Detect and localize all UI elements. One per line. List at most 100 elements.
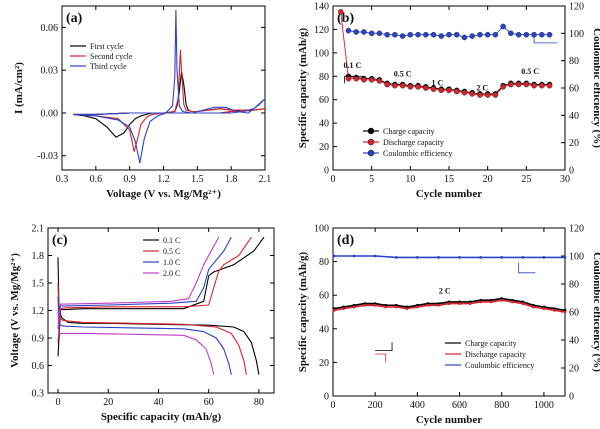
data-point: [415, 31, 421, 38]
y-axis-label: Specific capacity (mAh/g): [297, 251, 309, 372]
data-point: [479, 300, 483, 304]
data-point: [539, 31, 545, 38]
y-right-tick-label: 100: [569, 29, 584, 40]
y-tick-label: 80: [319, 72, 329, 83]
legend-marker: [367, 138, 375, 146]
data-point: [515, 31, 522, 38]
y-tick-label: 0.06: [41, 23, 59, 34]
data-point: [342, 307, 345, 311]
panel-b: 0 5 10 15 20 25 300204060801001201400204060801…: [297, 2, 600, 201]
panel-label: (a): [66, 11, 83, 26]
data-point: [508, 81, 514, 88]
x-axis-label: Specific capacity (mAh/g): [101, 411, 222, 423]
y-axis-label: I (mA/cm²): [13, 62, 25, 114]
y-tick-label: 40: [319, 324, 329, 335]
x-axis-label: Voltage (V vs. Mg/Mg²⁺): [106, 188, 221, 200]
x-tick-label: 800: [494, 400, 509, 411]
data-point: [422, 85, 429, 91]
data-point: [361, 29, 367, 35]
x-tick-label: 25: [521, 174, 531, 185]
data-point: [415, 305, 419, 309]
right-axis-arrow: [518, 263, 536, 274]
x-tick-label: 0: [56, 397, 61, 408]
data-point: [446, 87, 452, 94]
data-point: [363, 303, 367, 307]
y-right-tick-label: 20: [569, 138, 579, 149]
charge-curve-3: [57, 236, 220, 325]
x-tick-label: 1.8: [225, 174, 238, 185]
y-axis-label: Specific capacity (mAh/g): [297, 27, 309, 148]
x-tick-label: 200: [368, 400, 383, 411]
x-tick-label: 30: [560, 174, 570, 185]
data-point: [484, 31, 491, 38]
y-right-tick-label: 0: [569, 166, 574, 177]
data-point: [461, 89, 468, 96]
y-right-tick-label: 120: [569, 2, 584, 13]
data-point: [415, 256, 419, 259]
y-right-tick-label: 20: [569, 364, 579, 375]
data-point: [492, 31, 499, 38]
data-point: [405, 307, 409, 311]
data-point: [515, 81, 522, 88]
data-point: [469, 33, 476, 39]
legend-label: Charge capacity: [383, 127, 435, 136]
data-point: [479, 256, 483, 259]
y-right-tick-label: 60: [569, 84, 579, 95]
data-point: [469, 91, 476, 97]
data-point: [510, 300, 514, 304]
y-tick-label: 20: [319, 358, 329, 369]
legend-label: Coulombic efficiency: [465, 361, 534, 370]
rate-annotation: 2 C: [439, 287, 451, 296]
rate-annotation: 0.5 C: [394, 69, 412, 78]
legend-label: Third cycle: [90, 62, 127, 71]
y-tick-label: 100: [314, 48, 329, 59]
data-point: [458, 302, 461, 305]
x-tick-label: 5: [369, 174, 374, 185]
data-point: [332, 308, 336, 312]
x-tick-label: 20: [483, 174, 493, 185]
y-right-axis-label: Coulombic efficiency (%): [591, 28, 600, 148]
x-tick-label: 1000: [534, 400, 554, 411]
data-point: [352, 305, 356, 309]
data-point: [438, 33, 445, 39]
data-point: [430, 86, 437, 92]
rate-annotation: 0.1 C: [343, 61, 361, 70]
discharge-curve-1: [57, 282, 247, 375]
data-point: [368, 77, 375, 83]
y-tick-label: 0.6: [32, 361, 45, 372]
data-point: [394, 256, 398, 259]
y-right-tick-label: 80: [569, 56, 579, 67]
data-point: [563, 256, 567, 259]
legend-label: Discharge capacity: [465, 350, 526, 359]
x-tick-label: 2.1: [259, 174, 272, 185]
data-point: [376, 30, 383, 37]
data-point: [500, 23, 506, 30]
x-tick-label: 15: [444, 174, 454, 185]
data-point: [407, 31, 414, 38]
y-right-tick-label: 80: [569, 280, 579, 291]
rate-annotation: 2 C: [476, 83, 488, 92]
rate-annotation: 0.5 C: [521, 67, 539, 76]
legend-marker: [367, 149, 375, 157]
y-right-tick-label: 40: [569, 111, 579, 122]
x-axis-label: Cycle number: [416, 188, 482, 200]
data-point: [531, 82, 537, 89]
legend-label: Second cycle: [90, 52, 133, 61]
left-axis-arrow: [344, 75, 364, 84]
y-right-tick-label: 40: [569, 336, 579, 347]
legend-label: 0.1 C: [163, 236, 180, 245]
data-point: [468, 302, 472, 305]
x-tick-label: 0: [331, 400, 336, 411]
data-point: [523, 31, 530, 38]
discharge-curve-3: [57, 310, 215, 375]
y-tick-label: 2.1: [32, 224, 45, 235]
discharge-curve-2: [57, 296, 232, 375]
data-point: [531, 305, 535, 309]
data-point: [500, 298, 504, 302]
data-point: [373, 303, 377, 307]
data-point: [430, 31, 437, 38]
y-tick-label: 1.8: [32, 251, 45, 262]
data-point: [353, 29, 360, 35]
x-tick-label: 0.3: [56, 174, 69, 185]
